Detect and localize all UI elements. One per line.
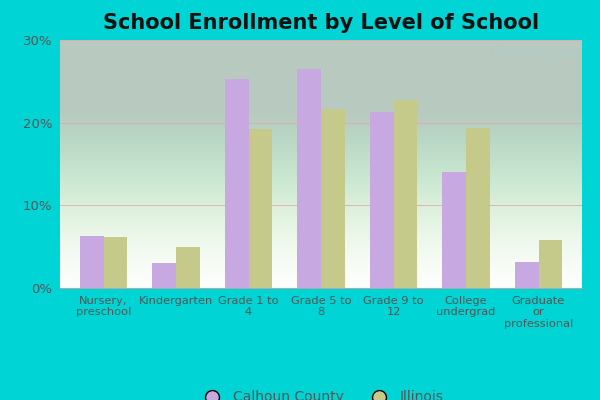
Bar bbox=[104, 237, 127, 288]
Bar bbox=[394, 100, 418, 288]
Bar bbox=[152, 263, 176, 288]
Bar bbox=[515, 262, 539, 288]
Bar bbox=[539, 240, 562, 288]
Bar bbox=[176, 247, 200, 288]
Bar bbox=[248, 129, 272, 288]
Bar bbox=[80, 236, 104, 288]
Bar bbox=[321, 109, 345, 288]
Bar bbox=[224, 79, 248, 288]
Bar bbox=[442, 172, 466, 288]
Bar bbox=[370, 112, 394, 288]
Bar bbox=[466, 128, 490, 288]
Text: City-Data.com: City-Data.com bbox=[482, 48, 574, 60]
Legend: Calhoun County, Illinois: Calhoun County, Illinois bbox=[193, 385, 449, 400]
Title: School Enrollment by Level of School: School Enrollment by Level of School bbox=[103, 13, 539, 33]
Bar bbox=[297, 69, 321, 288]
